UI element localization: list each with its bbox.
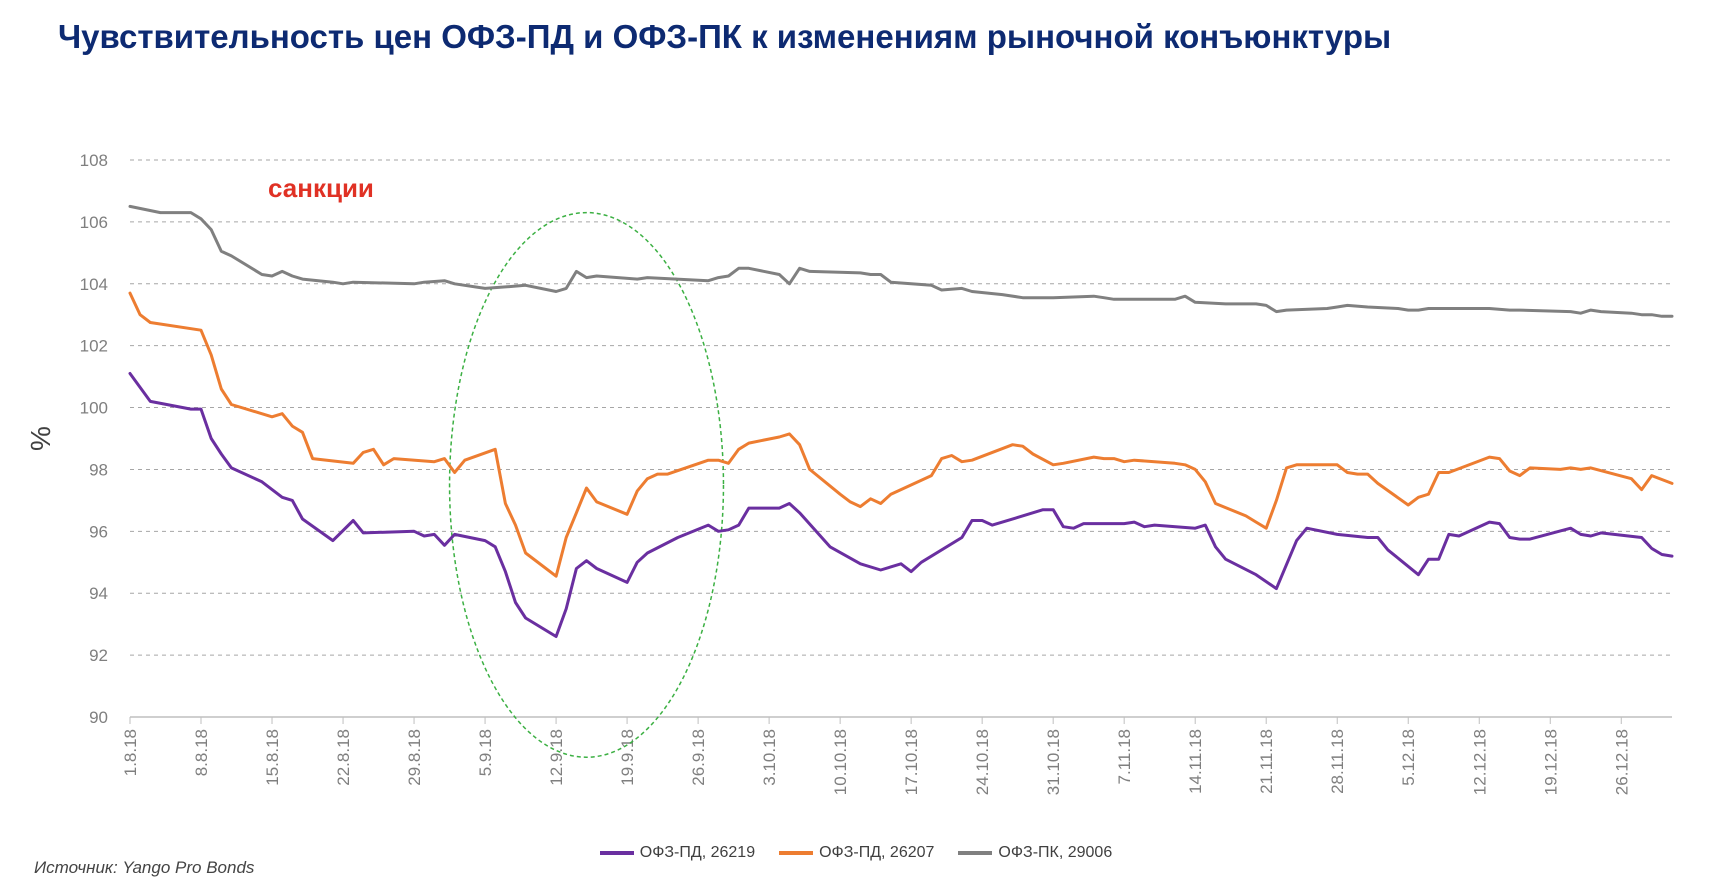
series-layer [128,204,1674,638]
x-tick-label: 15.8.18 [263,729,282,786]
x-axis-ticks: 1.8.18 8.8.18 15.8.18 22.8.18 29.8.18 5.9.18 1… [121,717,1631,795]
x-tick-label: 26.9.18 [689,729,708,786]
y-tick-label: 108 [80,151,108,170]
grid-lines [130,159,1672,718]
x-tick-label: 5.9.18 [476,729,495,776]
x-tick-label: 21.11.18 [1257,729,1276,794]
x-tick-label: 1.8.18 [121,729,140,776]
x-tick-label: 5.12.18 [1399,729,1418,786]
series-line-2 [128,291,1674,578]
x-tick-label: 29.8.18 [405,729,424,786]
y-axis-label: % [25,426,56,451]
x-tick-label: 24.10.18 [973,729,992,795]
x-tick-label: 31.10.18 [1044,729,1063,795]
x-tick-label: 12.9.18 [547,729,566,786]
sanctions-annotation: санкции [268,173,374,203]
page-title: Чувствительность цен ОФЗ-ПД и ОФЗ-ПК к и… [58,18,1392,55]
y-tick-label: 90 [89,708,108,727]
x-tick-label: 7.11.18 [1115,729,1134,784]
x-tick-label: 17.10.18 [902,729,921,795]
x-tick-label: 19.12.18 [1541,729,1560,795]
chart-legend: ОФЗ-ПД, 26219 ОФЗ-ПД, 26207 ОФЗ-ПК, 29006 [0,842,1712,862]
x-tick-label: 3.10.18 [760,729,779,786]
y-tick-label: 102 [80,337,108,356]
series-line-3 [128,204,1674,318]
legend-label: ОФЗ-ПД, 26219 [639,844,756,861]
x-tick-label: 10.10.18 [831,729,850,795]
y-axis-ticks: 90 92 94 96 98 100 102 104 106 108 [80,151,108,727]
x-tick-label: 8.8.18 [192,729,211,776]
y-tick-label: 96 [89,522,108,541]
x-tick-label: 14.11.18 [1186,729,1205,794]
legend-swatch [958,851,993,855]
y-tick-label: 98 [89,460,108,479]
x-tick-label: 26.12.18 [1612,729,1631,795]
legend-label: ОФЗ-ПК, 29006 [998,844,1113,861]
y-tick-label: 100 [80,399,108,418]
legend-label: ОФЗ-ПД, 26207 [819,844,935,861]
source-note: Источник: Yango Pro Bonds [34,858,255,877]
legend-item-3: ОФЗ-ПК, 29006 [958,844,1112,862]
legend-item-2: ОФЗ-ПД, 26207 [779,844,934,862]
y-tick-label: 106 [80,213,108,232]
legend-swatch [779,851,814,855]
x-tick-label: 12.12.18 [1470,729,1489,795]
legend-item-1: ОФЗ-ПД, 26219 [599,844,756,862]
y-tick-label: 104 [80,275,108,294]
y-tick-label: 94 [89,584,108,603]
x-tick-label: 19.9.18 [618,729,637,786]
y-tick-label: 92 [89,646,108,665]
x-tick-label: 28.11.18 [1328,729,1347,794]
highlight-ellipse-layer [448,211,725,758]
series-line-1 [128,372,1674,638]
sanctions-ellipse [448,211,725,758]
x-tick-label: 22.8.18 [334,729,353,786]
legend-swatch [599,851,634,855]
